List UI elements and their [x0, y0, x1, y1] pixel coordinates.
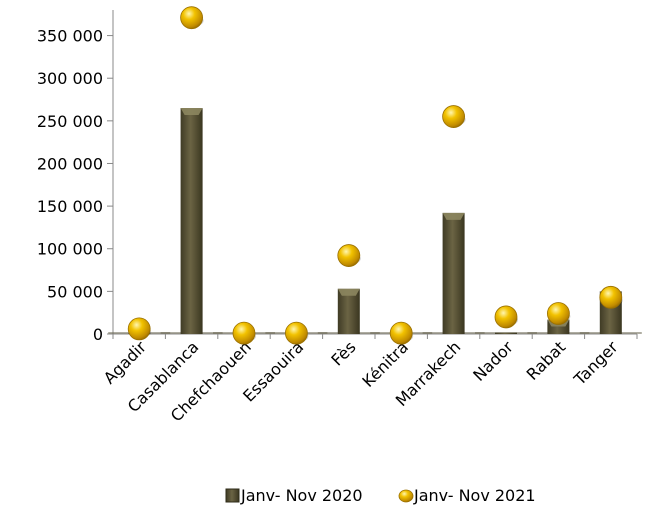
point — [284, 321, 309, 345]
legend-entry-2020: Janv- Nov 2020 — [225, 486, 363, 505]
y-axis: 0 50 000 100 000 150 000 200 000 250 000 300 0… — [37, 10, 114, 344]
legend-swatch-2021 — [398, 489, 414, 503]
x-category-label: Tanger — [570, 337, 622, 389]
point-marker — [442, 105, 466, 128]
x-category-label: Nador — [469, 337, 517, 385]
bar-body — [180, 108, 203, 334]
x-category-label: Rabat — [523, 337, 570, 384]
y-tick-label: 0 — [93, 325, 103, 344]
point-marker — [284, 321, 308, 345]
x-category-label: Kénitra — [358, 337, 412, 391]
bar — [422, 212, 485, 334]
point — [547, 302, 571, 325]
point-marker — [127, 317, 151, 341]
point-marker — [337, 244, 361, 267]
bar-top — [442, 212, 465, 220]
point — [442, 105, 466, 128]
x-category-label: Fès — [327, 337, 359, 369]
legend-entry-2021: Janv- Nov 2021 — [398, 486, 536, 505]
legend-swatch-2020 — [225, 488, 240, 503]
point-marker — [599, 285, 623, 309]
legend: Janv- Nov 2020 Janv- Nov 2021 — [225, 486, 536, 505]
point — [494, 305, 518, 329]
x-category-label: Agadir — [100, 337, 151, 388]
bar — [475, 332, 537, 334]
bar-top — [180, 108, 203, 116]
y-tick-label: 250 000 — [37, 112, 103, 131]
point — [389, 321, 414, 345]
point — [180, 6, 204, 30]
bar — [317, 288, 380, 334]
legend-label-2020: Janv- Nov 2020 — [240, 486, 363, 505]
point-marker — [232, 321, 256, 345]
point-marker — [547, 302, 570, 325]
bar-body — [337, 288, 360, 334]
bar-series — [108, 108, 642, 334]
y-tick-label: 350 000 — [37, 27, 103, 46]
bar-body — [495, 332, 517, 334]
point-marker — [389, 321, 413, 345]
y-tick-label: 150 000 — [37, 197, 103, 216]
point-series — [127, 6, 623, 345]
y-tick-label: 200 000 — [37, 154, 103, 173]
y-tick-label: 100 000 — [37, 240, 103, 259]
bar-body — [442, 212, 465, 334]
point-marker — [494, 305, 518, 329]
point — [599, 285, 623, 309]
point — [232, 321, 256, 345]
bar-top — [337, 288, 360, 296]
point-marker — [180, 6, 204, 30]
bar — [160, 108, 223, 334]
legend-label-2021: Janv- Nov 2021 — [413, 486, 536, 505]
point — [127, 317, 152, 341]
y-tick-label: 50 000 — [47, 282, 103, 301]
point — [337, 244, 361, 267]
y-tick-label: 300 000 — [37, 69, 103, 88]
